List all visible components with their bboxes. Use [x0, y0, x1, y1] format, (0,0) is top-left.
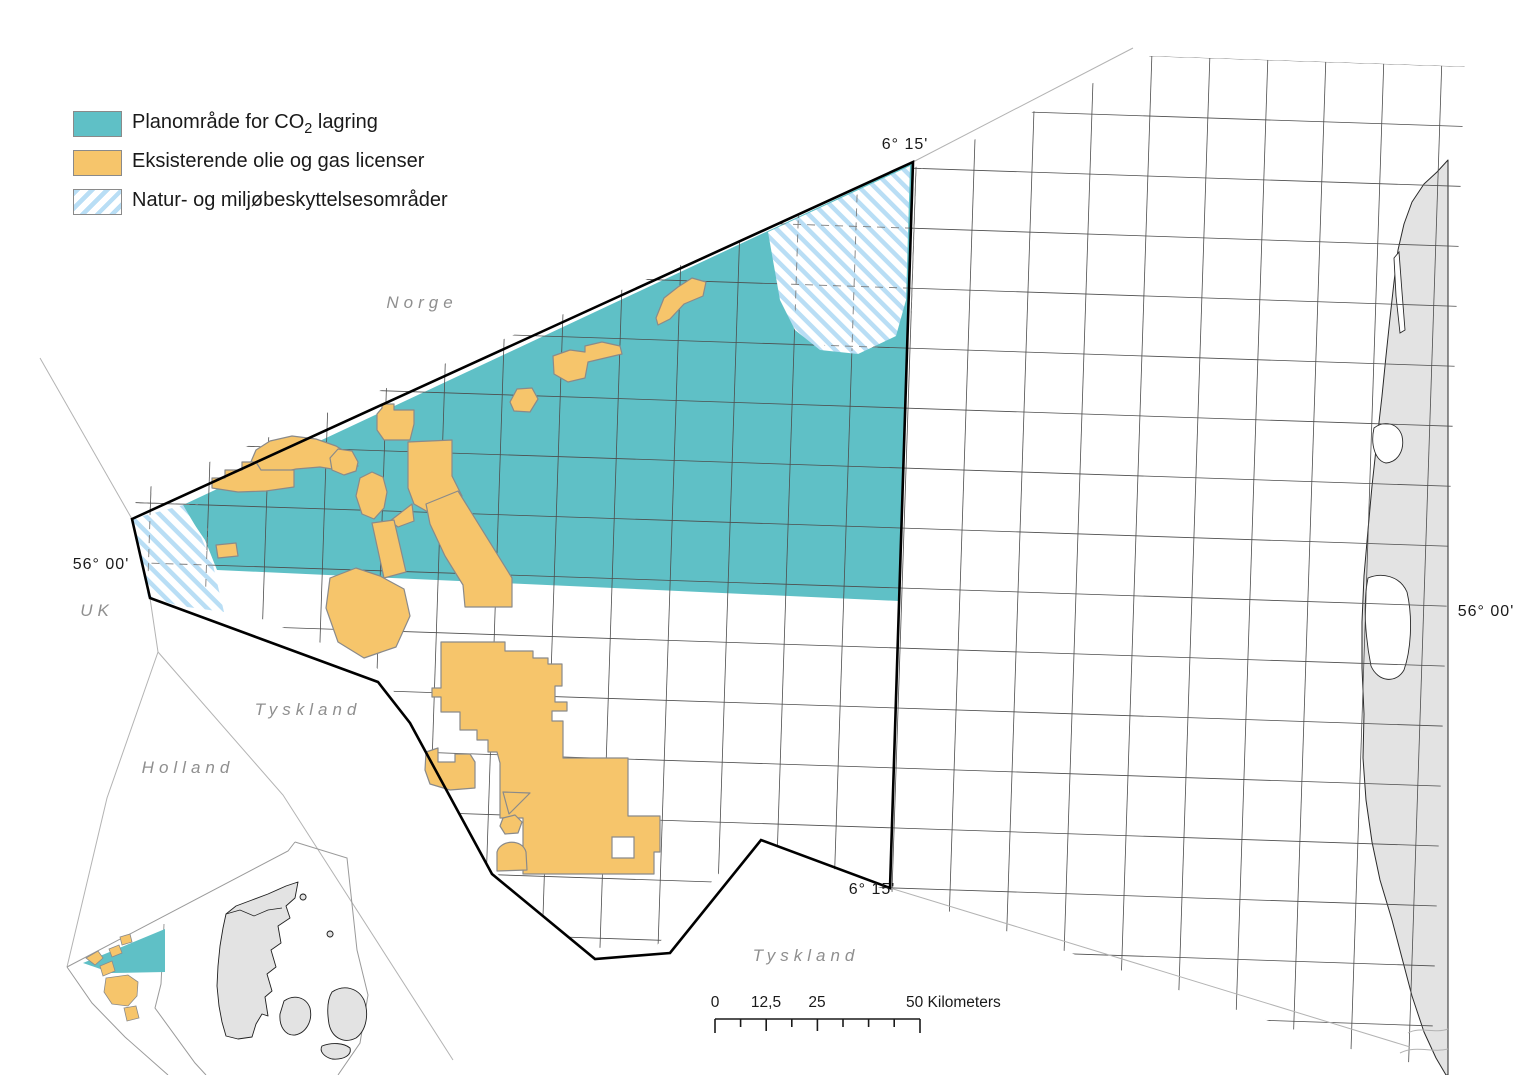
- inset-license: [99, 960, 116, 977]
- license-area: [355, 471, 388, 520]
- legend-label: Eksisterende olie og gas licenser: [132, 149, 425, 172]
- license-area: [509, 387, 539, 413]
- license-area: [502, 791, 531, 815]
- country-label-tyskland-south: Tyskland: [752, 946, 860, 965]
- holland-germany-border-line: [157, 651, 454, 1061]
- country-label-norge: Norge: [386, 293, 458, 312]
- legend-item-natura: Natur- og miljøbeskyttelsesområder: [73, 182, 448, 221]
- latitude-label-right: 56° 00': [1457, 603, 1515, 620]
- license-area-south-cluster: [431, 641, 661, 875]
- license-area: [655, 277, 707, 326]
- license-area: [424, 747, 476, 791]
- germany-border-line: [889, 887, 1411, 1048]
- license-area: [499, 814, 523, 835]
- inset-funen: [279, 996, 312, 1036]
- inset-island: [299, 893, 307, 901]
- country-label-tyskland-west: Tyskland: [254, 700, 362, 719]
- danish-sector-boundary: [130, 159, 915, 961]
- norway-border-line: [912, 47, 1134, 163]
- inset-island: [326, 930, 334, 938]
- uk-border-line-north: [39, 357, 133, 520]
- coast-channel: [1393, 250, 1406, 334]
- inset-zealand: [327, 987, 368, 1041]
- license-area: [371, 519, 407, 579]
- scale-tick-label: 25: [808, 994, 826, 1011]
- scale-bar-ruler: [714, 1018, 921, 1033]
- scale-tick-label: 0: [710, 994, 720, 1011]
- inset-eez-outline: [66, 966, 169, 1075]
- inset-jutland: [216, 881, 299, 1040]
- license-hole: [611, 836, 635, 859]
- inset-license: [103, 974, 139, 1007]
- country-label-holland: Holland: [141, 758, 235, 777]
- license-area: [496, 841, 528, 872]
- wadden-coast-line: [1407, 1028, 1449, 1034]
- coast-land-group: [1361, 159, 1449, 1075]
- legend-label: Natur- og miljøbeskyttelsesområder: [132, 188, 448, 211]
- natura-area-northeast: [768, 166, 910, 354]
- longitude-label-bottom: 6° 15': [848, 881, 896, 898]
- plan-area-swatch: [73, 110, 122, 137]
- legend: Planområde for CO2 lagring Eksisterende …: [73, 104, 448, 221]
- inset-limfjord: [225, 907, 283, 917]
- country-label-uk: UK: [80, 601, 114, 620]
- legend-item-plan: Planområde for CO2 lagring: [73, 104, 448, 143]
- natura-swatch: [73, 188, 122, 215]
- latitude-label-left: 56° 00': [72, 556, 130, 573]
- ringkobing-fjord-lagoon: [1364, 574, 1411, 680]
- wadden-coast-line: [1399, 1048, 1449, 1054]
- license-area: [329, 448, 359, 476]
- license-area: [376, 403, 415, 441]
- scale-tick-label: 50 Kilometers: [906, 994, 1001, 1011]
- inset-eez-outline: [66, 841, 296, 968]
- inset-license: [85, 950, 104, 966]
- license-area: [425, 490, 513, 608]
- inset-plan-area: [83, 929, 165, 973]
- inset-overview-map: [66, 841, 369, 1075]
- nissum-fjord-lagoon: [1372, 423, 1404, 464]
- inset-lolland: [320, 1043, 351, 1060]
- license-swatch: [73, 149, 122, 176]
- license-area: [552, 341, 623, 383]
- scale-tick-label: 12,5: [750, 994, 782, 1011]
- inset-license: [119, 933, 133, 946]
- longitude-label-top: 6° 15': [881, 136, 929, 153]
- natura-area-west-tip: [132, 505, 224, 612]
- license-areas-group: [211, 277, 707, 875]
- license-area: [215, 542, 239, 559]
- legend-label: Planområde for CO2 lagring: [132, 110, 378, 137]
- scale-bar: 0 12,5 25 50 Kilometers: [707, 994, 1047, 1040]
- license-area: [325, 567, 411, 659]
- inset-eez-outline: [294, 841, 369, 1075]
- uk-border-line-south: [66, 597, 159, 968]
- legend-item-licenses: Eksisterende olie og gas licenser: [73, 143, 448, 182]
- inset-license: [108, 944, 123, 958]
- inset-license: [123, 1005, 140, 1022]
